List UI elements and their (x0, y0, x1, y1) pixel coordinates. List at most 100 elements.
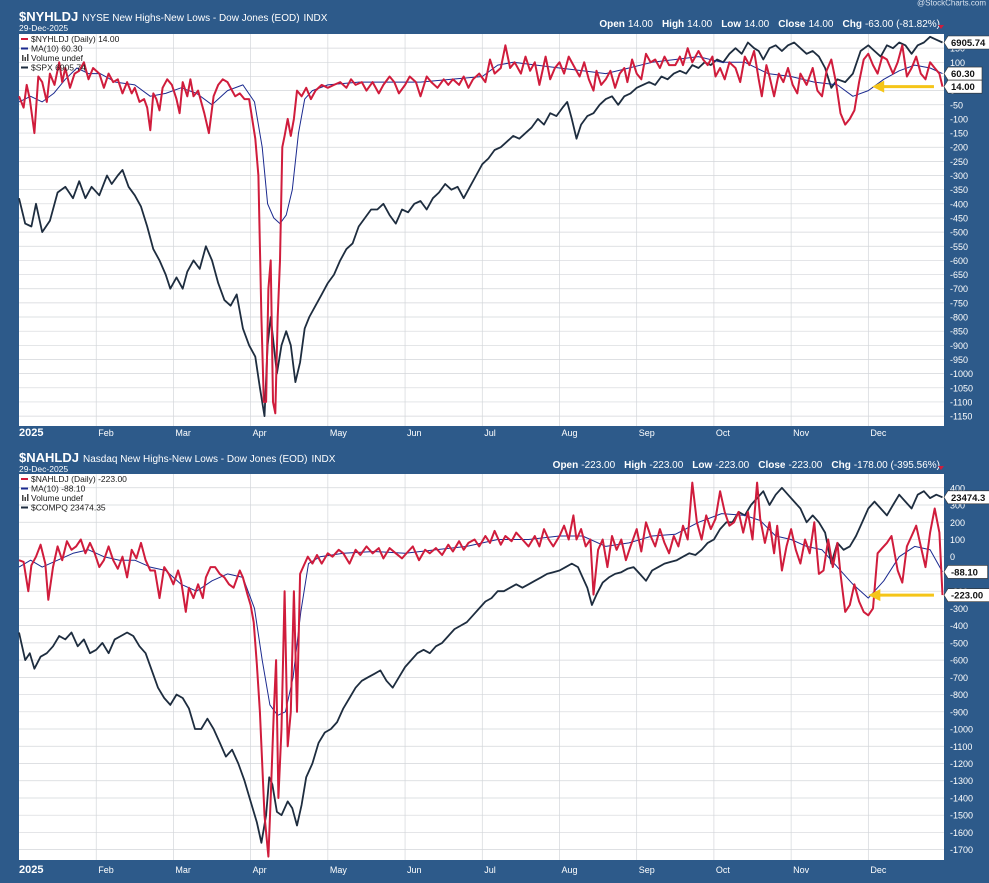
y-tick-label: -900 (950, 707, 968, 717)
y-tick-label: -1700 (950, 845, 973, 855)
y-tick-label: -1300 (950, 776, 973, 786)
gridlines (19, 474, 944, 860)
chg-value: -178.00 (-395.56%) (854, 460, 940, 471)
y-tick-label: 200 (950, 518, 965, 528)
y-tick-label: 100 (950, 58, 965, 68)
x-tick-label: Apr (253, 865, 267, 875)
open-label: Open (553, 460, 579, 471)
series-line-breadth (18, 44, 944, 415)
value-tag: 23474.3 (943, 490, 989, 505)
legend-entry: Volume undef (31, 53, 84, 63)
x-tick-label: Nov (793, 428, 810, 438)
open-label: Open (599, 19, 625, 30)
x-tick-label: Sep (639, 428, 655, 438)
chart-date: 29-Dec-2025 (19, 464, 68, 474)
y-tick-label: -850 (950, 327, 968, 337)
plot-area (19, 34, 944, 426)
close-label: Close (778, 19, 806, 30)
x-tick-label: Jun (407, 865, 422, 875)
y-tick-label: -600 (950, 256, 968, 266)
watermark: @StockCharts.com (917, 0, 986, 8)
y-tick-label: -700 (950, 673, 968, 683)
y-tick-label: 300 (950, 501, 965, 511)
y-tick-label: -50 (950, 100, 963, 110)
y-tick-label: -100 (950, 114, 968, 124)
chart-header: $NYHLDJ NYSE New Highs-New Lows - Dow Jon… (19, 9, 328, 24)
close-value: -223.00 (788, 460, 822, 471)
chart-exchange: INDX (304, 13, 328, 24)
high-label: High (662, 19, 684, 30)
x-tick-label: Nov (793, 865, 810, 875)
y-tick-label: -600 (950, 656, 968, 666)
x-tick-label: Dec (870, 865, 887, 875)
x-tick-label: Dec (870, 428, 887, 438)
down-arrow-icon (938, 466, 944, 470)
volume-icon (24, 57, 26, 61)
y-tick-label: -1200 (950, 759, 973, 769)
y-tick-label: -800 (950, 690, 968, 700)
x-tick-label: Feb (98, 865, 114, 875)
x-tick-label: Mar (175, 428, 191, 438)
series-line-index (18, 486, 943, 844)
chg-value: -63.00 (-81.82%) (865, 19, 940, 30)
y-tick-label: -400 (950, 199, 968, 209)
high-label: High (624, 460, 646, 471)
y-tick-label: -250 (950, 157, 968, 167)
low-value: -223.00 (715, 460, 749, 471)
chart-title: Nasdaq New Highs-New Lows - Dow Jones (E… (83, 454, 308, 465)
arrow-head-icon (868, 589, 881, 602)
y-tick-label: -900 (950, 341, 968, 351)
x-tick-label: 2025 (19, 864, 43, 876)
y-tick-label: -1050 (950, 383, 973, 393)
series-line-index (18, 35, 943, 417)
arrow-head-icon (872, 80, 885, 93)
y-tick-label: -1150 (950, 412, 972, 422)
gridlines (19, 34, 944, 426)
value-tag: 14.00 (943, 79, 983, 94)
y-tick-label: -750 (950, 298, 968, 308)
y-tick-label: -350 (950, 185, 968, 195)
value-tag-text: 6905.74 (951, 38, 986, 49)
legend-entry: Volume undef (31, 493, 84, 503)
ohlc-readout: Open -223.00 High -223.00 Low -223.00 Close -22… (553, 460, 940, 471)
high-value: 14.00 (687, 19, 712, 30)
y-tick-label: -500 (950, 228, 968, 238)
chg-label: Chg (843, 19, 862, 30)
y-tick-label: -450 (950, 213, 968, 223)
legend-entry: $COMPQ 23474.35 (31, 503, 106, 513)
x-tick-label: 2025 (19, 427, 43, 439)
y-tick-label: -1000 (950, 725, 973, 735)
value-tag-box (943, 588, 989, 602)
x-tick-label: Apr (253, 428, 267, 438)
chg-label: Chg (831, 460, 850, 471)
chart-exchange: INDX (312, 454, 336, 465)
x-tick-label: Feb (98, 428, 114, 438)
value-tag-box (943, 490, 989, 505)
x-tick-label: Aug (561, 865, 577, 875)
y-tick-label: -500 (950, 638, 968, 648)
volume-icon (22, 55, 24, 61)
volume-icon (27, 494, 29, 501)
y-tick-label: -1100 (950, 742, 972, 752)
y-tick-label: -1100 (950, 397, 972, 407)
open-value: -223.00 (581, 460, 615, 471)
y-tick-label: 400 (950, 483, 965, 493)
x-tick-label: Mar (175, 865, 191, 875)
y-tick-label: -550 (950, 242, 968, 252)
value-tag-text: -223.00 (951, 591, 983, 602)
volume-icon (22, 495, 24, 501)
value-tag-text: 23474.3 (951, 493, 985, 504)
open-value: 14.00 (628, 19, 653, 30)
value-tag-box (943, 35, 989, 50)
y-tick-label: -800 (950, 313, 968, 323)
close-value: 14.00 (808, 19, 833, 30)
y-tick-label: -1000 (950, 369, 973, 379)
y-tick-label: -950 (950, 355, 968, 365)
legend-entry: $NYHLDJ (Daily) 14.00 (31, 34, 120, 44)
value-tag: 60.30 (943, 66, 983, 81)
high-value: -223.00 (649, 460, 683, 471)
legend-entry: $NAHLDJ (Daily) -223.00 (31, 474, 127, 484)
low-label: Low (692, 460, 712, 471)
